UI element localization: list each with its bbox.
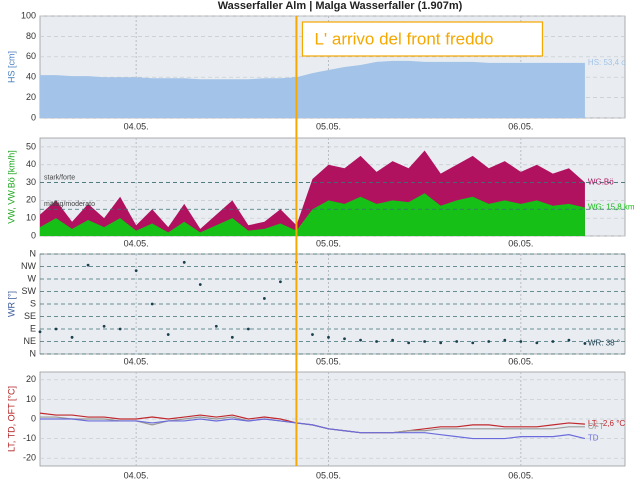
point [535, 341, 539, 345]
y-tick-label: 100 [21, 10, 36, 20]
point [311, 333, 314, 336]
threshold-label: mäßig/moderato [44, 201, 95, 208]
y-tick-label: 40 [26, 159, 36, 169]
point [519, 340, 523, 343]
point [455, 340, 459, 343]
point [471, 341, 475, 345]
area [40, 60, 585, 118]
y-tick-label: 60 [26, 51, 36, 61]
series-end-label: TD [588, 434, 599, 443]
point [583, 342, 587, 345]
y-tick-label: 0 [31, 230, 36, 240]
point [327, 335, 330, 339]
y-tick-label: E [30, 323, 36, 333]
y-tick-label: SE [24, 311, 36, 321]
x-tick-label: 05.05. [316, 356, 341, 366]
y-tick-label: SW [22, 286, 37, 296]
series-end-label: WG: 15,8 km [588, 203, 635, 212]
y-tick-label: W [28, 273, 37, 283]
x-tick-label: 04.05. [124, 470, 149, 480]
y-tick-label: 50 [26, 141, 36, 151]
x-tick-label: 05.05. [316, 121, 341, 131]
point [487, 340, 491, 343]
x-tick-label: 06.05. [508, 238, 533, 248]
point [150, 302, 154, 306]
point [54, 327, 58, 331]
x-tick-label: 06.05. [508, 121, 533, 131]
point [551, 340, 555, 343]
y-tick-label: NW [21, 261, 36, 271]
area [40, 193, 585, 236]
point [439, 341, 443, 345]
point [359, 338, 362, 342]
point [343, 337, 346, 341]
y-tick-label: N [30, 248, 37, 258]
y-tick-label: 20 [26, 92, 36, 102]
y-tick-label: 80 [26, 31, 36, 41]
point [182, 260, 186, 264]
annotation-text: L' arrivo del front freddo [314, 29, 493, 48]
y-tick-label: 10 [26, 213, 36, 223]
point [503, 338, 507, 342]
series-end-label: WR: 38 ° [588, 339, 620, 348]
y-tick-label: S [30, 298, 36, 308]
point [230, 335, 234, 339]
series-end-label: HS: 53,4 c [588, 58, 625, 67]
point [407, 341, 411, 345]
x-tick-label: 05.05. [316, 238, 341, 248]
point [102, 324, 106, 328]
point [246, 327, 250, 331]
point [279, 280, 282, 284]
y-axis-label: HS [cm] [6, 51, 16, 83]
series-end-label: LT: -2,6 °C [588, 419, 626, 428]
point [423, 340, 427, 343]
y-axis-label: VW, VW.Bö [km/h] [6, 150, 16, 224]
point [38, 330, 42, 334]
y-tick-label: 40 [26, 72, 36, 82]
y-tick-label: -10 [23, 433, 36, 443]
y-tick-label: 20 [26, 374, 36, 384]
y-tick-label: -20 [23, 453, 36, 463]
point [198, 283, 202, 286]
y-axis-label: LT, TD, OFT [°C] [6, 386, 16, 452]
chart-title: Wasserfaller Alm | Malga Wasserfaller (1… [218, 0, 463, 12]
y-tick-label: N [30, 348, 37, 358]
x-tick-label: 04.05. [124, 121, 149, 131]
y-tick-label: 30 [26, 177, 36, 187]
y-tick-label: 20 [26, 195, 36, 205]
annotation-box [301, 21, 544, 57]
point [118, 327, 122, 331]
point [214, 324, 218, 328]
line [40, 418, 586, 440]
y-tick-label: 10 [26, 394, 36, 404]
x-tick-label: 06.05. [508, 470, 533, 480]
point [166, 333, 170, 336]
x-tick-label: 04.05. [124, 356, 149, 366]
point [86, 263, 90, 267]
point [262, 297, 266, 300]
x-tick-label: 05.05. [316, 470, 341, 480]
x-tick-label: 04.05. [124, 238, 149, 248]
point [391, 338, 395, 342]
series-end-label: OFT [588, 422, 604, 431]
y-tick-label: NE [23, 336, 36, 346]
threshold-label: stark/forte [44, 174, 75, 181]
x-tick-label: 06.05. [508, 356, 533, 366]
point [375, 340, 378, 343]
point [134, 269, 138, 273]
point [567, 338, 571, 342]
point [70, 335, 74, 339]
y-tick-label: 0 [31, 413, 36, 423]
y-tick-label: 0 [31, 112, 36, 122]
y-axis-label: WR [°] [6, 291, 16, 317]
